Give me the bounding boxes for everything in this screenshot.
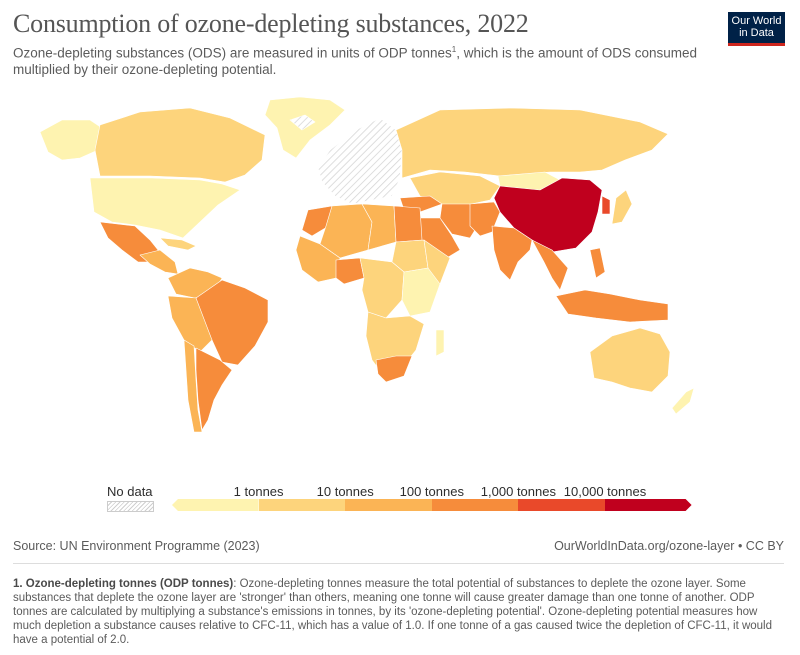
region-egypt[interactable]: [393, 205, 423, 243]
region-india[interactable]: [491, 225, 533, 281]
chart-subtitle: Ozone-depleting substances (ODS) are mea…: [13, 42, 713, 78]
region-morocco[interactable]: [301, 205, 333, 237]
region-west-africa[interactable]: [295, 235, 341, 283]
region-united-states[interactable]: [89, 177, 241, 239]
legend: No data 1 tonnes 10 tonnes 100 tonnes 1,000…: [0, 478, 800, 518]
region-europe[interactable]: [317, 117, 403, 205]
region-japan[interactable]: [611, 189, 633, 225]
legend-bin-2[interactable]: [345, 499, 432, 511]
legend-bin-0[interactable]: [172, 499, 259, 511]
logo-line-1: Our World: [731, 15, 782, 27]
region-philippines[interactable]: [589, 247, 606, 279]
region-indonesia[interactable]: [555, 289, 669, 323]
legend-bin-label-4: 1,000 tonnes: [480, 484, 556, 499]
region-russia[interactable]: [395, 107, 669, 179]
footnote-title: 1. Ozone-depleting tonnes (ODP tonnes): [13, 578, 234, 590]
region-east-africa[interactable]: [401, 267, 441, 317]
region-korea[interactable]: [601, 195, 611, 215]
world-map[interactable]: [0, 90, 800, 470]
legend-bin-4[interactable]: [518, 499, 605, 511]
region-brazil[interactable]: [195, 279, 269, 366]
footnote-ref[interactable]: 1: [451, 45, 457, 54]
region-canada[interactable]: [94, 107, 266, 183]
credit-link[interactable]: OurWorldInData.org/ozone-layer • CC BY: [554, 539, 784, 553]
subtitle-part-a: Ozone-depleting substances (ODS) are mea…: [13, 45, 452, 61]
region-central-africa[interactable]: [359, 257, 405, 319]
legend-bin-3[interactable]: [431, 499, 519, 511]
subtitle-part-b: , which is the amount of ODS consumed mu…: [13, 45, 698, 77]
legend-no-data-swatch: [107, 501, 154, 512]
legend-bin-label-1: 1 tonnes: [233, 484, 284, 499]
legend-bin-5[interactable]: [605, 499, 692, 511]
region-iceland[interactable]: [289, 114, 316, 131]
region-south-africa[interactable]: [375, 355, 413, 383]
owid-logo[interactable]: Our World in Data: [728, 12, 785, 46]
source-text: Source: UN Environment Programme (2023): [13, 539, 260, 553]
region-caribbean[interactable]: [159, 237, 197, 251]
chart-title: Consumption of ozone-depleting substance…: [13, 9, 529, 38]
region-chile[interactable]: [183, 339, 203, 433]
region-nigeria[interactable]: [335, 257, 365, 285]
region-southeast-asia[interactable]: [531, 239, 569, 291]
legend-bin-label-5: 10,000 tonnes: [563, 484, 647, 499]
logo-line-2: in Data: [739, 27, 774, 39]
region-argentina[interactable]: [195, 347, 233, 431]
legend-bin-1[interactable]: [258, 499, 346, 511]
region-libya[interactable]: [361, 203, 397, 251]
legend-bin-label-2: 10 tonnes: [316, 484, 374, 499]
region-new-zealand[interactable]: [671, 387, 695, 415]
region-australia[interactable]: [589, 327, 671, 393]
legend-bin-label-3: 100 tonnes: [399, 484, 464, 499]
footnote: 1. Ozone-depleting tonnes (ODP tonnes): …: [13, 577, 785, 647]
legend-no-data-label: No data: [107, 484, 153, 499]
region-alaska[interactable]: [39, 119, 103, 161]
footer-divider: [13, 563, 784, 564]
region-madagascar[interactable]: [435, 329, 445, 357]
region-china[interactable]: [493, 177, 603, 253]
footnote-text: : Ozone-depleting tonnes measure the tot…: [13, 578, 773, 646]
